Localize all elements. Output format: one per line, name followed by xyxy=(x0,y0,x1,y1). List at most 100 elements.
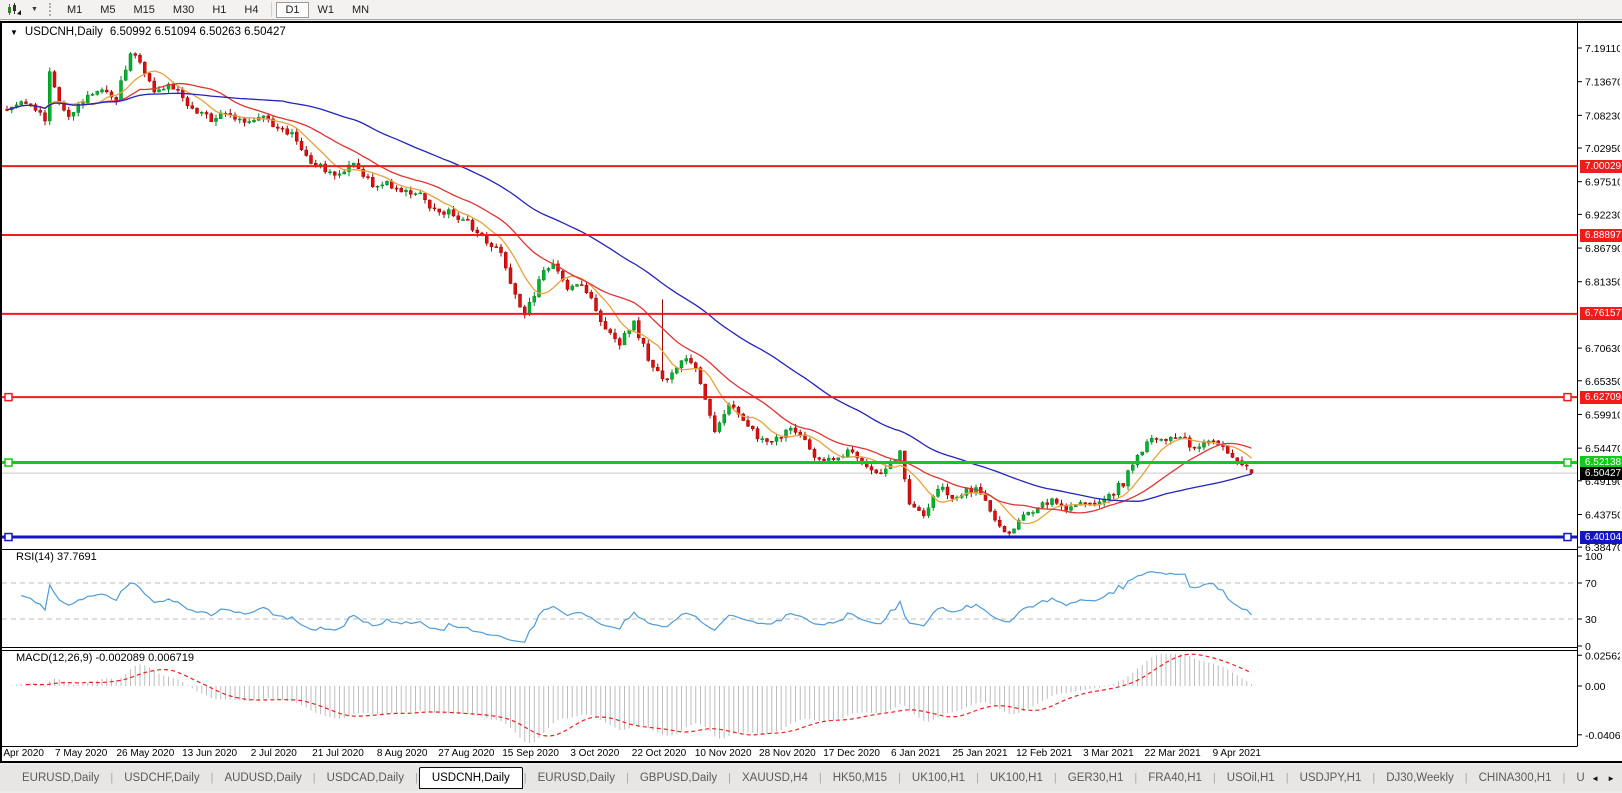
tab-usdcad-daily[interactable]: USDCAD,Daily xyxy=(326,772,404,784)
price-badge-6.40104: 6.40104 xyxy=(1580,530,1622,544)
price-badge-7.00029: 7.00029 xyxy=(1580,159,1622,173)
hline-handle-right[interactable] xyxy=(1563,458,1572,467)
hline-handle-left[interactable] xyxy=(4,392,13,402)
svg-text:7.02950: 7.02950 xyxy=(1585,143,1620,155)
tab-u[interactable]: U xyxy=(1576,772,1585,784)
tab-usoil-h1[interactable]: USOil,H1 xyxy=(1226,772,1275,784)
timeframe-button-mn[interactable]: MN xyxy=(343,2,378,18)
svg-text:6.54470: 6.54470 xyxy=(1585,443,1620,455)
hline-handle-left[interactable] xyxy=(4,458,13,467)
time-axis-label: 15 Sep 2020 xyxy=(502,748,559,759)
time-axis-label: 28 Nov 2020 xyxy=(759,748,816,759)
tab-scrollers: ◄ ► xyxy=(1587,765,1619,791)
tab-eurusd-daily[interactable]: EURUSD,Daily xyxy=(537,772,615,784)
tab-uk100-h1[interactable]: UK100,H1 xyxy=(911,772,965,784)
ohlc-values: 6.50992 6.51094 6.50263 6.50427 xyxy=(109,26,286,38)
time-axis-label: 10 Nov 2020 xyxy=(694,748,752,759)
svg-text:0.025623: 0.025623 xyxy=(1585,650,1620,662)
tab-hk50-m15[interactable]: HK50,M15 xyxy=(832,772,888,784)
tab-separator: | xyxy=(1053,772,1057,784)
tab-eurusd-daily[interactable]: EURUSD,Daily xyxy=(22,772,100,784)
macd-pane-label: MACD(12,26,9) -0.002089 0.006719 xyxy=(16,652,194,664)
timeframe-button-m1[interactable]: M1 xyxy=(58,2,91,18)
svg-text:0.00: 0.00 xyxy=(1585,681,1606,693)
time-axis-label: 3 Mar 2021 xyxy=(1083,748,1134,759)
tab-scroll-right-icon[interactable]: ► xyxy=(1607,773,1615,783)
price-badge-6.50427: 6.50427 xyxy=(1580,466,1622,480)
tab-separator: | xyxy=(523,772,527,784)
chart-type-dropdown-icon[interactable]: ▼ xyxy=(31,6,38,13)
timeframe-button-m30[interactable]: M30 xyxy=(164,2,203,18)
tab-separator: | xyxy=(728,772,732,784)
time-axis-label: 22 Mar 2021 xyxy=(1144,748,1201,759)
timeframe-button-d1[interactable]: D1 xyxy=(276,1,309,18)
time-axis-label: 6 Jan 2021 xyxy=(891,748,941,759)
tab-fra40-h1[interactable]: FRA40,H1 xyxy=(1148,772,1202,784)
tab-uk100-h1[interactable]: UK100,H1 xyxy=(989,772,1043,784)
tab-gbpusd-daily[interactable]: GBPUSD,Daily xyxy=(639,772,718,784)
time-axis-label: 2 Jul 2020 xyxy=(250,748,297,759)
tab-separator: | xyxy=(1285,772,1289,784)
svg-text:7.08230: 7.08230 xyxy=(1585,110,1620,122)
timeframe-button-h1[interactable]: H1 xyxy=(203,2,235,18)
tab-separator: | xyxy=(312,772,316,784)
price-badge-6.88897: 6.88897 xyxy=(1580,228,1622,242)
tab-usdchf-daily[interactable]: USDCHF,Daily xyxy=(124,772,200,784)
tab-ger30-h1[interactable]: GER30,H1 xyxy=(1067,772,1124,784)
chart-window: 7.19110 7.13670 7.08230 7.02950 6.97510 6.922… xyxy=(0,21,1622,763)
ma20-line xyxy=(6,82,1252,514)
svg-text:7.13670: 7.13670 xyxy=(1585,77,1620,89)
time-axis-label: 9 Apr 2021 xyxy=(1212,748,1261,759)
macd-indicator-values: -0.002089 0.006719 xyxy=(95,652,194,664)
svg-text:30: 30 xyxy=(1585,614,1597,626)
time-axis-label: 13 Jun 2020 xyxy=(182,748,238,759)
tab-china300-h1[interactable]: CHINA300,H1 xyxy=(1478,772,1552,784)
timeframe-button-h4[interactable]: H4 xyxy=(235,2,267,18)
svg-text:6.97510: 6.97510 xyxy=(1585,177,1620,189)
price-badge-6.62709: 6.62709 xyxy=(1580,390,1622,404)
rsi-indicator-name: RSI(14) xyxy=(16,551,54,563)
svg-text:6.70630: 6.70630 xyxy=(1585,343,1620,355)
indicator-axis-ticks[interactable]: 100 70 30 00.025623 0.00 -0.040687 xyxy=(1577,551,1620,742)
hline-handle-right[interactable] xyxy=(1563,392,1572,402)
tab-usdjpy-h1[interactable]: USDJPY,H1 xyxy=(1299,772,1362,784)
timeframe-button-m15[interactable]: M15 xyxy=(125,2,164,18)
chart-canvas[interactable]: 7.19110 7.13670 7.08230 7.02950 6.97510 6.922… xyxy=(2,23,1620,761)
timeframe-button-m5[interactable]: M5 xyxy=(91,2,124,18)
chart-title: ▼ USDCNH,Daily 6.50992 6.51094 6.50263 6… xyxy=(10,26,286,38)
chart-cursor-icon[interactable] xyxy=(4,2,25,17)
svg-text:6.92230: 6.92230 xyxy=(1585,209,1620,221)
toolbar-grip-handle[interactable] xyxy=(48,3,51,16)
rsi-pane-label: RSI(14) 37.7691 xyxy=(16,551,97,563)
macd-signal-line xyxy=(25,653,1252,737)
tab-separator: | xyxy=(110,772,114,784)
svg-text:6.81350: 6.81350 xyxy=(1585,277,1620,289)
tab-scroll-left-icon[interactable]: ◄ xyxy=(1591,773,1600,783)
time-axis-label: 12 Feb 2021 xyxy=(1016,748,1073,759)
tab-audusd-daily[interactable]: AUDUSD,Daily xyxy=(224,772,302,784)
time-axis-label: 17 Dec 2020 xyxy=(823,748,880,759)
time-axis-label: 27 Aug 2020 xyxy=(438,748,495,759)
price-axis-ticks[interactable]: 7.19110 7.13670 7.08230 7.02950 6.97510 6.922… xyxy=(1577,43,1620,554)
tab-separator: | xyxy=(1134,772,1138,784)
svg-text:6.86790: 6.86790 xyxy=(1585,243,1620,255)
time-axis-label: 8 Aug 2020 xyxy=(376,748,428,759)
rsi-line xyxy=(21,570,1252,643)
tab-separator: | xyxy=(625,772,629,784)
tab-separator: | xyxy=(1372,772,1376,784)
hline-handle-left[interactable] xyxy=(4,532,13,542)
macd-histogram xyxy=(11,654,1252,743)
tab-xauusd-h4[interactable]: XAUUSD,H4 xyxy=(742,772,808,784)
svg-text:6.38470: 6.38470 xyxy=(1585,542,1620,554)
time-axis-label: 25 Jan 2021 xyxy=(952,748,1008,759)
collapse-chart-icon[interactable]: ▼ xyxy=(10,27,18,37)
tab-usdcnh-daily[interactable]: USDCNH,Daily xyxy=(418,767,523,789)
svg-text:0: 0 xyxy=(1585,641,1591,653)
symbol-tab-bar: EURUSD,Daily | USDCHF,Daily | AUDUSD,Daily | U… xyxy=(0,765,1622,791)
hline-handle-right[interactable] xyxy=(1563,532,1572,542)
svg-text:7.19110: 7.19110 xyxy=(1585,43,1620,55)
timeframe-button-w1[interactable]: W1 xyxy=(309,2,344,18)
price-badge-6.76157: 6.76157 xyxy=(1580,307,1622,321)
tab-dj30-weekly[interactable]: DJ30,Weekly xyxy=(1386,772,1454,784)
tab-separator: | xyxy=(818,772,822,784)
